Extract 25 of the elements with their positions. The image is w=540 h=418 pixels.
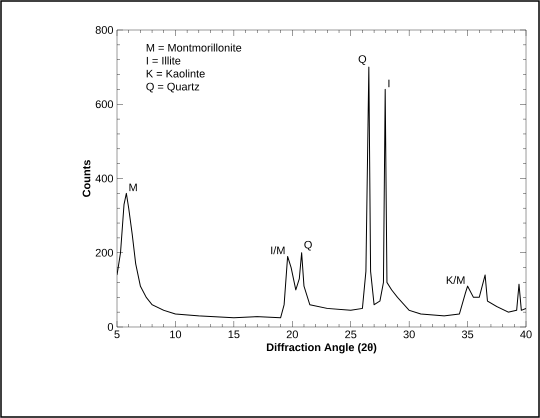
y-tick-label: 0 <box>108 323 114 331</box>
annotation: K/M <box>446 276 464 284</box>
x-tick-label: 25 <box>345 330 356 338</box>
x-tick-label: 15 <box>228 330 240 338</box>
annotation: Q <box>304 240 312 251</box>
annotation: M <box>129 184 137 192</box>
x-tick-label: 5 <box>114 330 120 338</box>
y-tick-label: 600 <box>96 100 114 108</box>
x-tick-label: 30 <box>403 330 415 338</box>
x-tick-label: 35 <box>462 330 474 338</box>
y-axis-title: Counts <box>82 160 90 197</box>
annotation: I = Illite <box>146 56 180 65</box>
annotation: Q <box>358 55 366 65</box>
annotation: I <box>388 80 390 88</box>
annotation: K = Kaolinte <box>146 69 205 78</box>
y-tick-label: 800 <box>96 26 114 34</box>
x-tick-label: 10 <box>170 330 182 338</box>
x-axis-title: Diffraction Angle (2θ) <box>266 343 376 354</box>
y-tick-label: 400 <box>95 174 114 182</box>
x-tick-label: 40 <box>520 330 532 338</box>
annotation: I/M <box>271 246 285 254</box>
x-tick-label: 20 <box>286 330 298 338</box>
annotation: Q = Quartz <box>146 82 200 92</box>
y-tick-label: 200 <box>96 248 114 257</box>
annotation: M = Montmorillonite <box>146 44 242 52</box>
